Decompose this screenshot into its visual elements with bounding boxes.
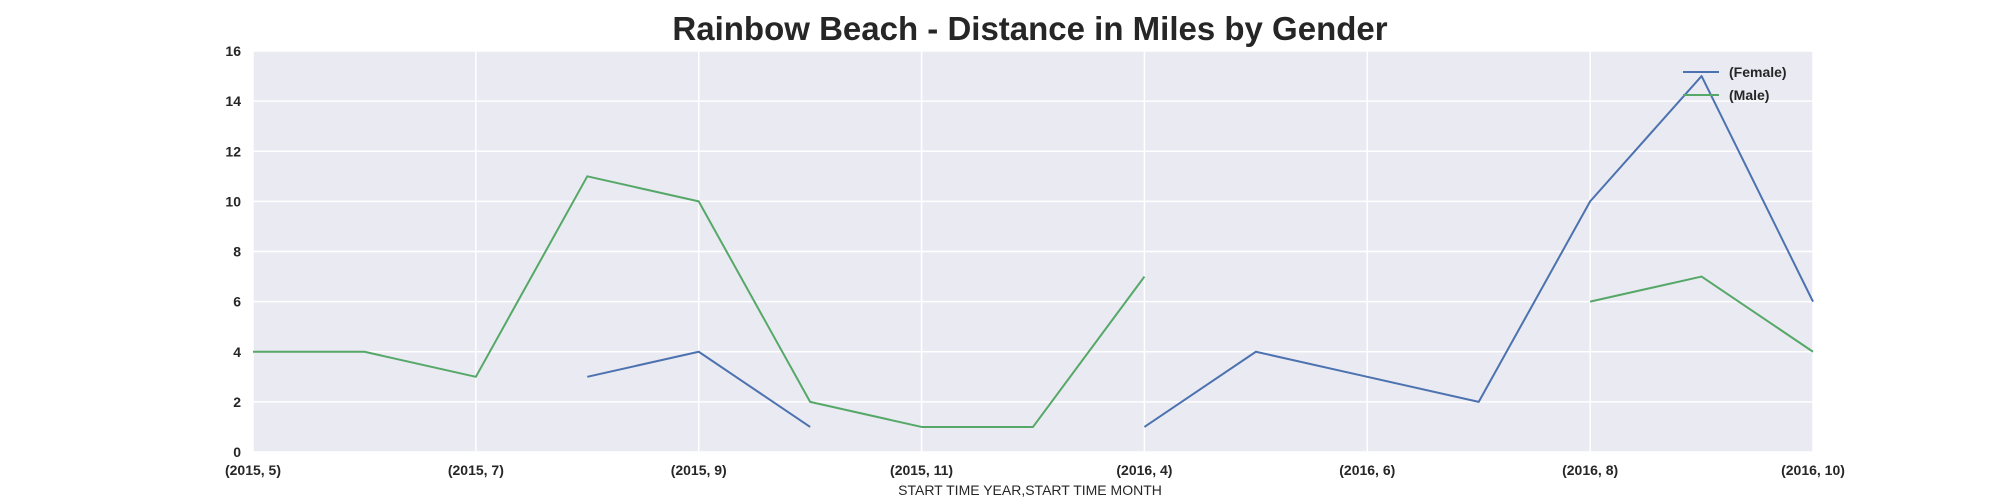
x-tick-label: (2015, 7): [448, 462, 504, 478]
y-tick-label: 8: [233, 244, 241, 260]
y-tick-label: 4: [233, 344, 241, 360]
x-tick-label: (2015, 9): [671, 462, 727, 478]
x-tick-label: (2016, 10): [1781, 462, 1845, 478]
legend-label: (Female): [1729, 64, 1787, 80]
series-line: [253, 175, 1146, 428]
y-tick-label: 16: [225, 43, 241, 59]
series-line: [1143, 75, 1814, 428]
x-tick-label: (2016, 8): [1562, 462, 1618, 478]
y-tick-labels: 0 2 4 6 8 10 12 14 16: [225, 43, 241, 460]
legend: (Female) (Male): [1683, 64, 1787, 103]
legend-label: (Male): [1729, 87, 1769, 103]
x-tick-label: (2015, 11): [890, 462, 953, 478]
y-tick-label: 0: [233, 444, 241, 460]
x-tick-label: (2016, 6): [1339, 462, 1395, 478]
chart-title: Rainbow Beach - Distance in Miles by Gen…: [672, 10, 1388, 47]
y-tick-label: 10: [225, 193, 241, 209]
x-tick-label: (2015, 5): [225, 462, 281, 478]
series-line: [587, 350, 811, 428]
y-tick-label: 14: [225, 93, 241, 109]
y-tick-label: 12: [225, 143, 241, 159]
x-tick-labels: (2015, 5) (2015, 7) (2015, 9) (2015, 11) (20…: [225, 462, 1845, 478]
series-lines: [253, 75, 1814, 428]
series-line: [1589, 275, 1814, 353]
x-axis-label: START TIME YEAR,START TIME MONTH: [898, 482, 1162, 498]
grid-lines: [252, 50, 1814, 453]
y-tick-label: 6: [233, 294, 241, 310]
x-tick-label: (2016, 4): [1116, 462, 1172, 478]
y-tick-label: 2: [233, 394, 241, 410]
